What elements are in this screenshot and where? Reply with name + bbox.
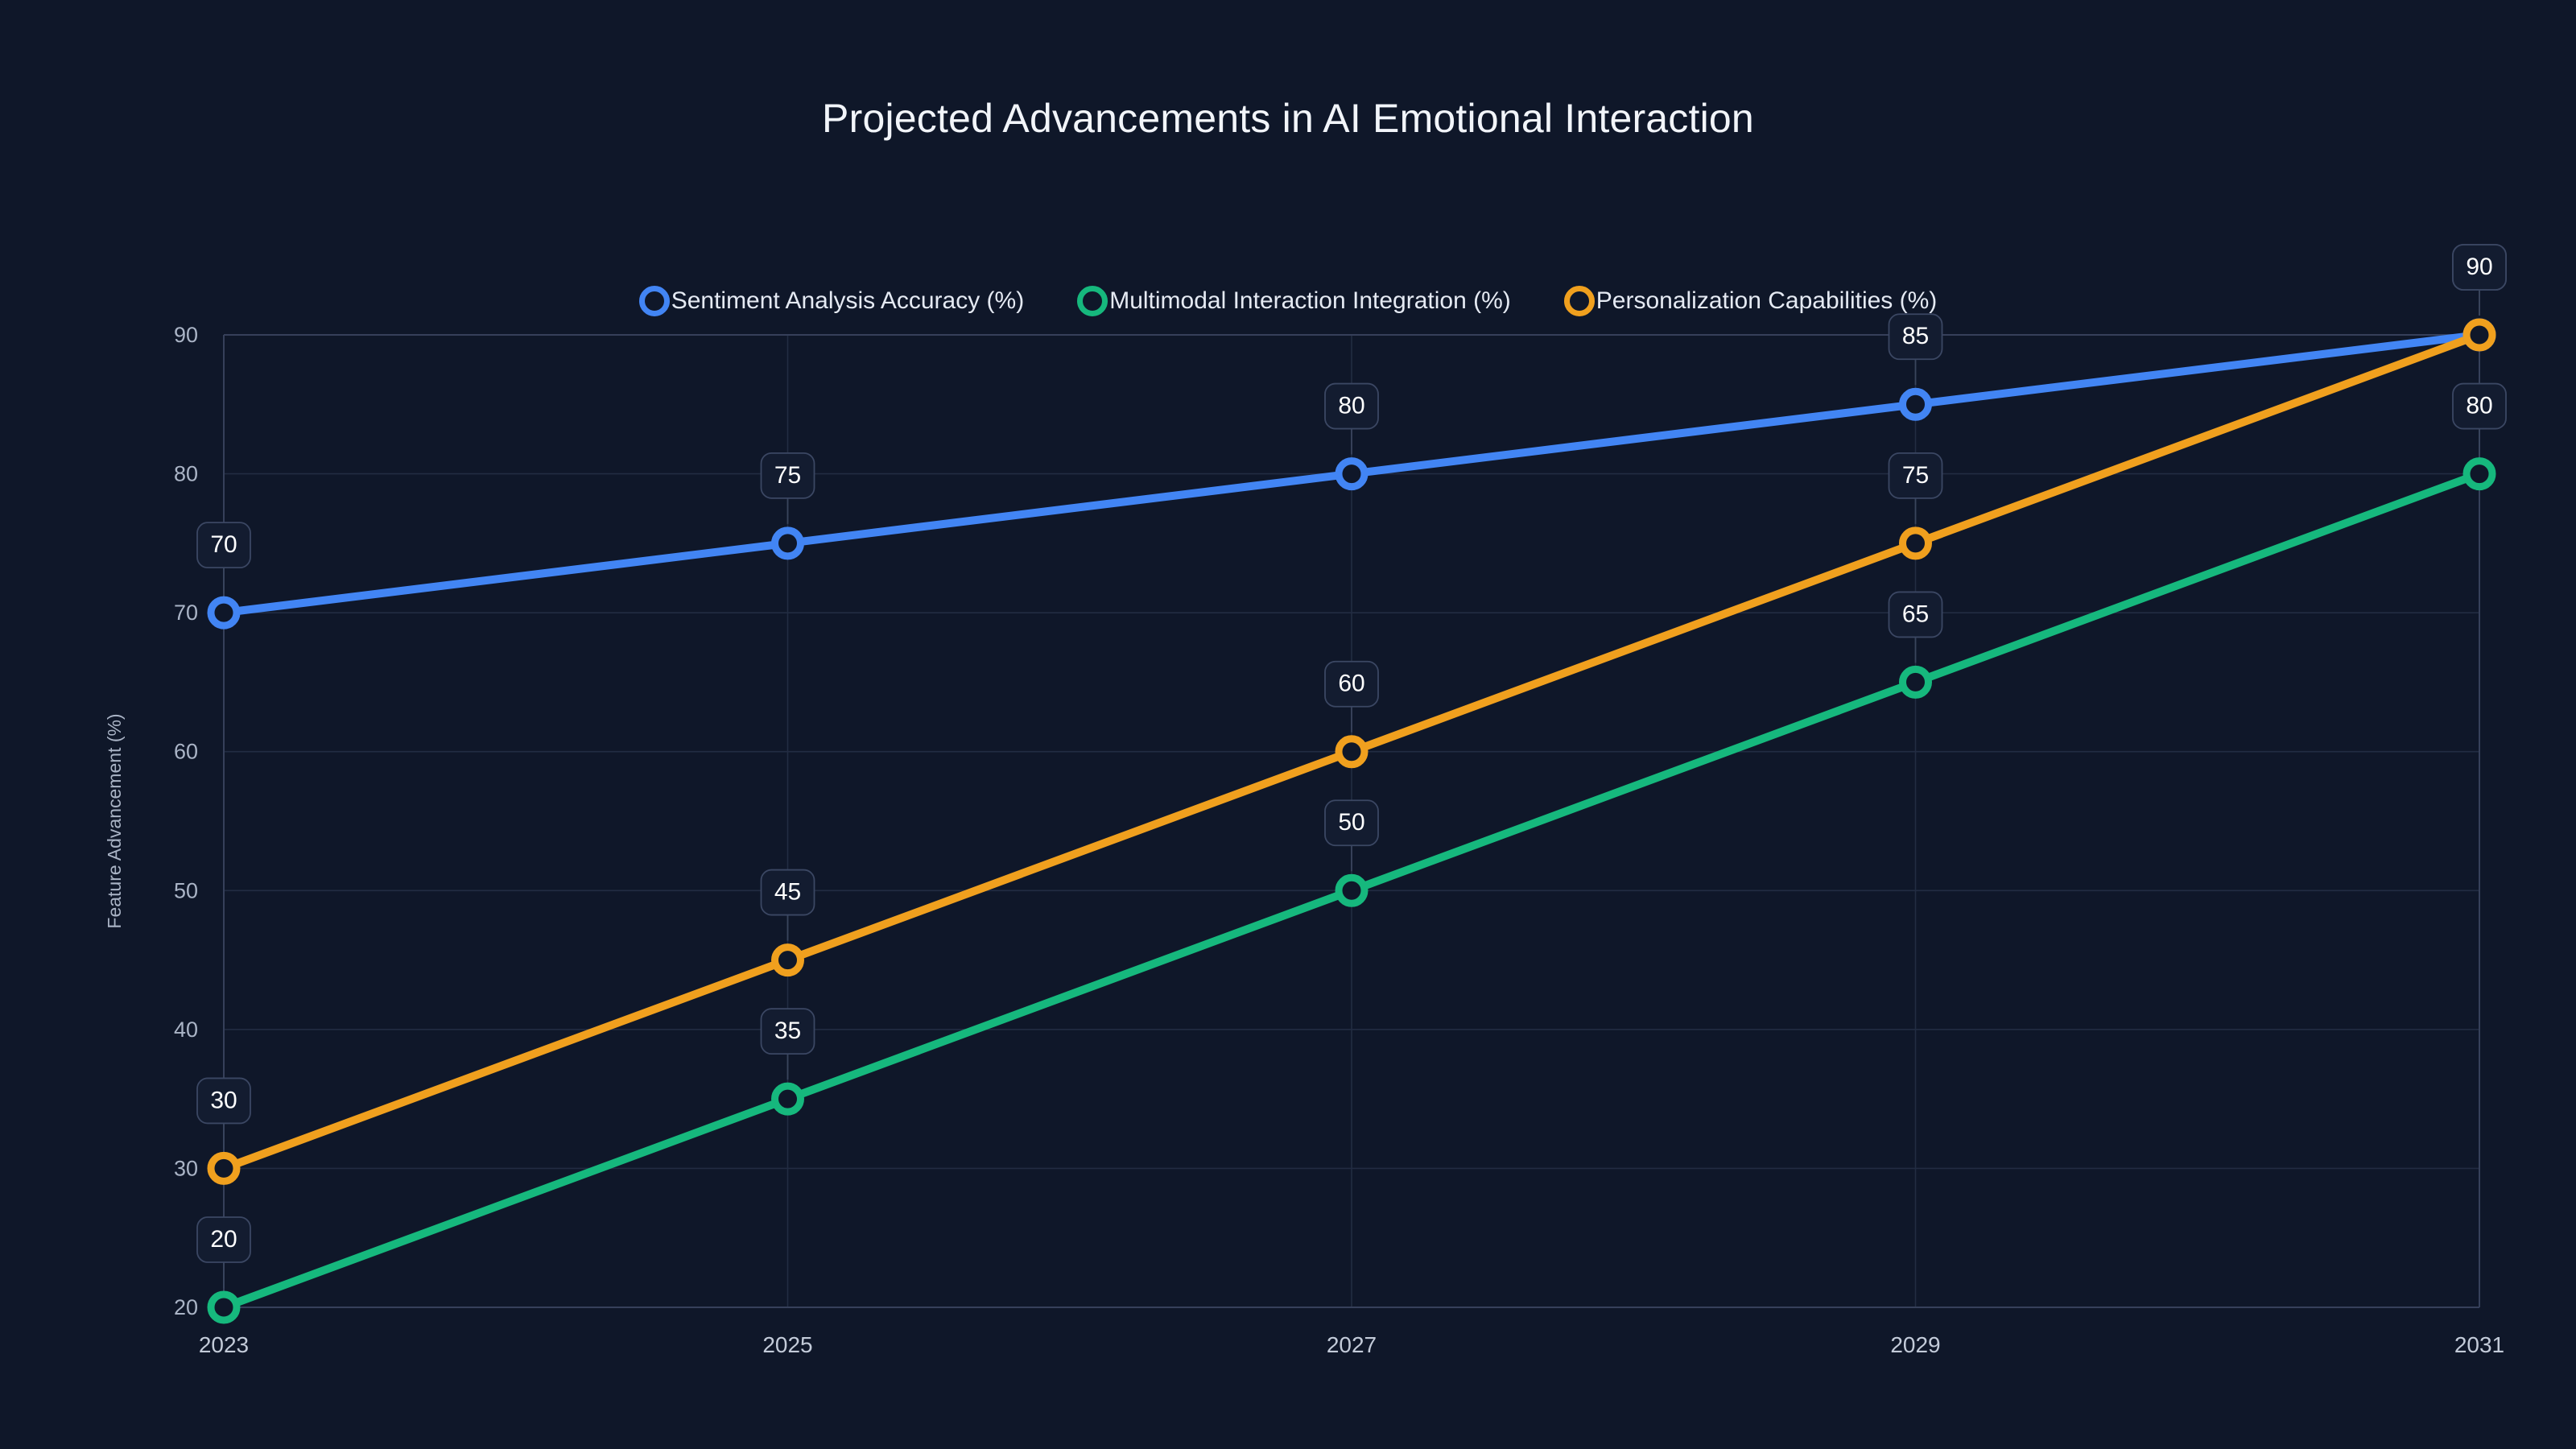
chart-title: Projected Advancements in AI Emotional I…: [822, 96, 1754, 141]
data-label-box: [2452, 244, 2507, 291]
x-axis-tick-label: 2031: [2454, 1332, 2504, 1357]
legend-item-label: Multimodal Interaction Integration (%): [1109, 287, 1511, 314]
legend-item-multimodal-interaction-integration[interactable]: Multimodal Interaction Integration (%): [1077, 286, 1511, 316]
data-label-box: [196, 1216, 251, 1263]
legend-circle-icon: [1563, 286, 1595, 316]
data-point-marker[interactable]: [1899, 526, 1932, 560]
y-axis-tick-label: 30: [174, 1156, 198, 1180]
data-label-value: 85: [1902, 323, 1929, 349]
data-point-marker[interactable]: [771, 1082, 804, 1116]
y-axis-tick-label: 50: [174, 878, 198, 902]
data-point-marker[interactable]: [1335, 735, 1368, 769]
legend-circle-icon: [638, 286, 670, 316]
data-label-value: 75: [1902, 462, 1929, 489]
data-point-marker[interactable]: [2462, 318, 2496, 352]
data-label-value: 80: [1338, 392, 1364, 419]
legend-item-label: Sentiment Analysis Accuracy (%): [671, 287, 1025, 314]
data-point-marker[interactable]: [771, 943, 804, 977]
data-label-box: [1888, 452, 1943, 499]
data-label-box: [1324, 382, 1379, 430]
data-label-box: [1324, 799, 1379, 847]
data-label-box: [2452, 382, 2507, 430]
data-label-box: [760, 1008, 815, 1055]
data-label-value: 30: [210, 1087, 237, 1113]
data-label-box: [760, 869, 815, 916]
data-label-value: 70: [210, 531, 237, 558]
x-axis-tick-label: 2027: [1327, 1332, 1377, 1357]
data-label-value: 20: [210, 1226, 237, 1253]
data-label-box: [196, 1077, 251, 1125]
data-label-value: 75: [774, 462, 801, 489]
y-axis-tick-label: 90: [174, 323, 198, 347]
x-axis-tick-label: 2029: [1890, 1332, 1940, 1357]
y-axis-title: Feature Advancement (%): [104, 713, 125, 928]
data-label-value: 35: [774, 1018, 801, 1044]
data-label-value: 45: [774, 878, 801, 905]
data-point-marker[interactable]: [207, 1151, 241, 1185]
legend-item-personalization-capabilities[interactable]: Personalization Capabilities (%): [1563, 286, 1938, 316]
data-point-marker[interactable]: [1335, 457, 1368, 491]
data-label-box: [1888, 591, 1943, 638]
y-axis-tick-label: 20: [174, 1295, 198, 1319]
data-point-marker[interactable]: [207, 596, 241, 630]
data-label-box: [1324, 660, 1379, 708]
data-point-marker[interactable]: [1335, 873, 1368, 907]
data-label-value: 60: [1338, 671, 1364, 697]
data-label-value: 80: [2466, 392, 2492, 419]
y-axis-tick-label: 80: [174, 462, 198, 486]
data-point-marker[interactable]: [1899, 665, 1932, 699]
data-label-box: [760, 452, 815, 499]
chart-legend: Sentiment Analysis Accuracy (%) Multimod…: [0, 286, 2576, 316]
data-label-value: 50: [1338, 809, 1364, 836]
y-axis-tick-label: 70: [174, 601, 198, 625]
x-axis-tick-label: 2023: [199, 1332, 249, 1357]
data-label-value: 90: [2466, 254, 2492, 280]
data-label-box: [196, 522, 251, 569]
y-axis-tick-label: 60: [174, 740, 198, 764]
data-label-box: [1888, 313, 1943, 361]
legend-item-label: Personalization Capabilities (%): [1596, 287, 1938, 314]
data-point-marker[interactable]: [2462, 457, 2496, 491]
data-point-marker[interactable]: [1899, 387, 1932, 421]
data-label-value: 65: [1902, 601, 1929, 627]
data-point-marker[interactable]: [771, 526, 804, 560]
data-point-marker[interactable]: [207, 1290, 241, 1324]
legend-circle-icon: [1077, 286, 1108, 316]
y-axis-tick-label: 40: [174, 1018, 198, 1042]
legend-item-sentiment-analysis-accuracy[interactable]: Sentiment Analysis Accuracy (%): [638, 286, 1025, 316]
x-axis-tick-label: 2025: [762, 1332, 812, 1357]
